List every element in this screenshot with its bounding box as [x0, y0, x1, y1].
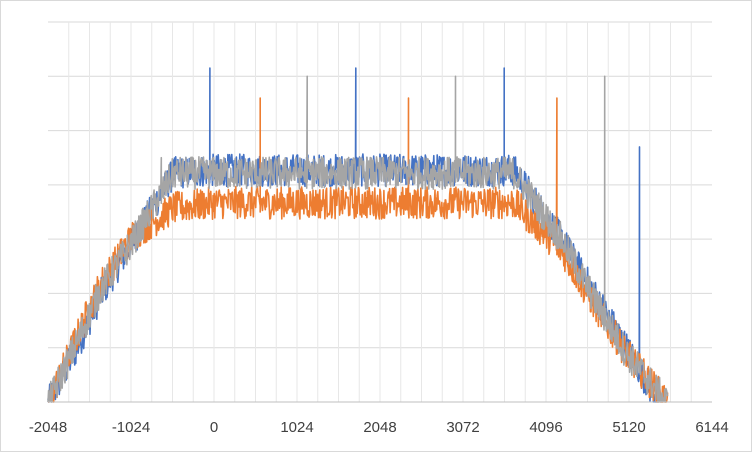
x-tick-label: -1024: [112, 419, 150, 436]
x-tick-label: 4096: [529, 419, 562, 436]
x-tick-label: 5120: [612, 419, 645, 436]
x-tick-label: 2048: [363, 419, 396, 436]
x-tick-label: 1024: [280, 419, 313, 436]
x-tick-label: 3072: [446, 419, 479, 436]
x-tick-label: -2048: [29, 419, 67, 436]
x-tick-label: 0: [210, 419, 218, 436]
x-tick-label: 6144: [695, 419, 728, 436]
